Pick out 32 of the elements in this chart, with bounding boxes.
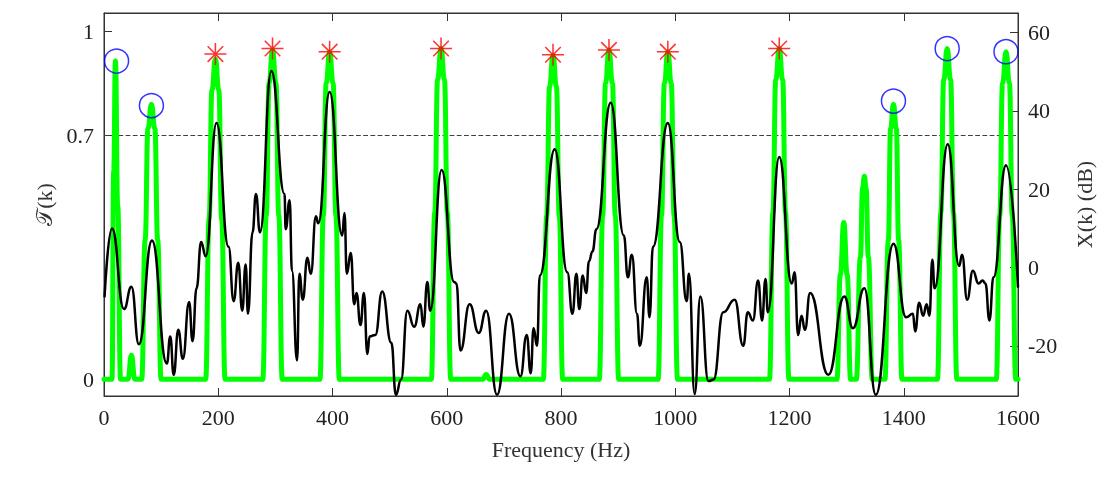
point — [103, 48, 130, 74]
x-tick-label: 1600 — [996, 404, 1040, 430]
x-axis-title: Frequency (Hz) — [491, 436, 631, 462]
x-tick-label: 400 — [316, 404, 349, 430]
point — [993, 38, 1019, 65]
point — [261, 37, 284, 60]
point — [768, 37, 791, 60]
x-tick-label: 1200 — [767, 404, 812, 430]
point — [656, 40, 679, 63]
y2-tick-label: 40 — [1028, 98, 1050, 124]
point — [138, 92, 165, 119]
point — [880, 88, 907, 114]
x-tick-label: 200 — [201, 404, 235, 430]
point — [597, 38, 620, 61]
point — [318, 40, 341, 63]
y-tick-label: 0.7 — [66, 123, 94, 149]
x-tick-label: 1400 — [881, 404, 926, 430]
point — [934, 35, 960, 62]
point — [204, 43, 227, 66]
y-tick-label: 0 — [83, 366, 94, 392]
y2-tick-label: 20 — [1028, 176, 1050, 202]
y-axis-title: 𝒯(k) — [32, 183, 58, 226]
y2-tick-label: -20 — [1028, 333, 1058, 359]
point — [430, 37, 453, 60]
point — [542, 43, 564, 66]
y-tick-label: 1 — [83, 18, 94, 44]
y2-axis-title: X(k) (dB) — [1071, 160, 1097, 249]
y2-tick-label: 60 — [1028, 20, 1050, 46]
x-tick-label: 600 — [430, 404, 464, 430]
x-tick-label: 800 — [544, 404, 578, 430]
x-tick-label: 1000 — [653, 404, 698, 430]
y2-tick-label: 0 — [1028, 255, 1039, 281]
